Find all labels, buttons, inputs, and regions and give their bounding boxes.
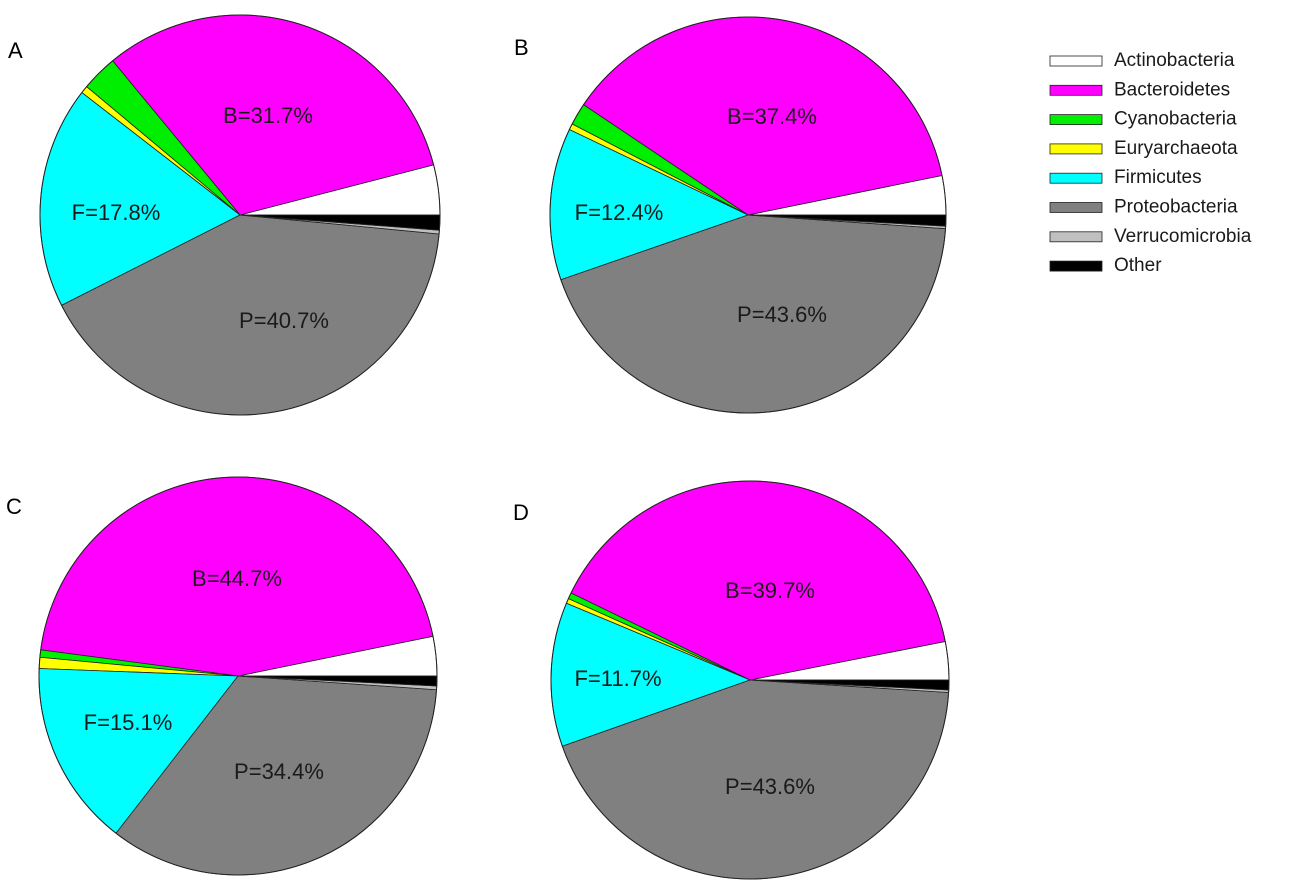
pie-d-label-proteobacteria: P=43.6% [725,774,815,799]
legend-swatch-bacteroidetes [1049,84,1103,96]
pie-c-label-proteobacteria: P=34.4% [234,759,324,784]
pie-c-label-bacteroidetes: B=44.7% [192,566,282,591]
panel-letter-c: C [6,494,22,519]
legend-label-verrucomicrobia: Verrucomicrobia [1114,226,1252,247]
pie-c-label-firmicutes: F=15.1% [84,710,173,735]
panel-letter-a: A [8,38,23,63]
legend-swatch-other [1049,260,1103,272]
pie-b-label-firmicutes: F=12.4% [575,200,664,225]
pie-a-label-firmicutes: F=17.8% [72,200,161,225]
pie-b-label-bacteroidetes: B=37.4% [727,104,817,129]
legend: Actinobacteria Bacteroidetes Cyanobacter… [1049,50,1252,276]
legend-swatch-verrucomicrobia [1049,231,1103,243]
pie-b-label-proteobacteria: P=43.6% [737,302,827,327]
legend-label-actinobacteria: Actinobacteria [1114,50,1235,71]
legend-swatch-cyanobacteria [1049,114,1103,125]
pie-panel-a: B=31.7% F=17.8% P=40.7% A [8,14,441,416]
pie-panel-c: B=44.7% F=15.1% P=34.4% C [6,476,438,876]
pie-d-label-bacteroidetes: B=39.7% [725,578,815,603]
pie-panel-d: B=39.7% F=11.7% P=43.6% D [513,480,950,880]
legend-label-cyanobacteria: Cyanobacteria [1114,109,1237,130]
legend-swatch-firmicutes [1049,172,1103,184]
pie-d-outline [550,480,950,880]
legend-label-firmicutes: Firmicutes [1114,167,1202,188]
pie-a-outline [39,14,441,416]
legend-swatch-euryarchaeota [1049,143,1103,155]
pie-a-label-proteobacteria: P=40.7% [239,308,329,333]
legend-swatch-actinobacteria [1049,55,1103,67]
legend-label-euryarchaeota: Euryarchaeota [1114,138,1238,159]
pie-b-outline [549,16,947,414]
legend-label-bacteroidetes: Bacteroidetes [1114,79,1230,100]
pie-c-outline [38,476,438,876]
legend-label-proteobacteria: Proteobacteria [1114,197,1238,218]
pie-panel-b: B=37.4% F=12.4% P=43.6% B [514,16,947,414]
pie-d-label-firmicutes: F=11.7% [574,666,661,691]
panel-letter-b: B [514,35,529,60]
legend-label-other: Other [1114,255,1162,276]
pie-a-label-bacteroidetes: B=31.7% [223,103,313,128]
legend-swatch-proteobacteria [1049,202,1103,213]
panel-letter-d: D [513,500,529,525]
